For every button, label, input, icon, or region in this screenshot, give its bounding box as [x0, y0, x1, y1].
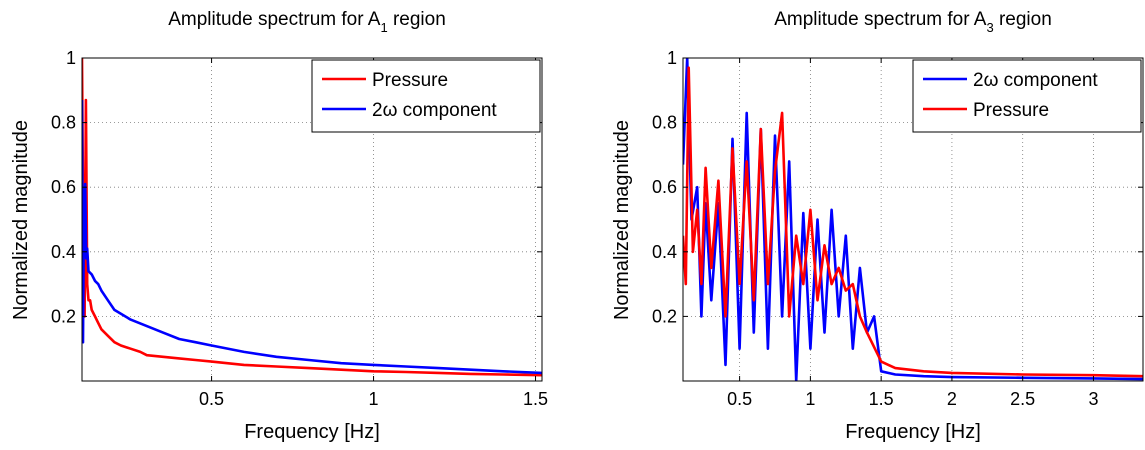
chart-a3-ticks: 0.5 1 1.5 2 2.5 3 0.2 0.4 0.6 0.8 1 [652, 48, 1143, 409]
chart-a1-ylabel: Normalized magnitude [10, 120, 32, 320]
chart-a3-ytick-label: 0.8 [652, 113, 677, 133]
chart-a1-ytick-label: 1 [66, 48, 76, 68]
chart-a1-ytick-label: 0.4 [51, 242, 76, 262]
chart-a3-legend-label: 2ω component [973, 70, 1098, 91]
chart-a3-xtick-label: 2 [947, 389, 957, 409]
chart-a1-legend-label: 2ω component [372, 100, 497, 121]
chart-a3-ytick-label: 1 [667, 48, 677, 68]
chart-a3-ytick-label: 0.6 [652, 177, 677, 197]
chart-a3-xtick-label: 2.5 [1010, 389, 1035, 409]
chart-a1-series-line [82, 99, 542, 375]
chart-a1-xlabel: Frequency [Hz] [244, 421, 380, 443]
chart-a3-ytick-label: 0.2 [652, 306, 677, 326]
chart-a3-xtick-label: 3 [1088, 389, 1098, 409]
chart-a1-legend-label: Pressure [372, 70, 448, 91]
chart-a1-xtick-label: 1 [369, 389, 379, 409]
chart-a1-xtick-label: 0.5 [199, 389, 224, 409]
chart-a1-xtick-label: 1.5 [523, 389, 548, 409]
chart-a3-legend-label: Pressure [973, 100, 1049, 121]
chart-a3-legend-box [912, 59, 1142, 133]
chart-a1-ticks: 0.5 1 1.5 0.2 0.4 0.6 0.8 1 [51, 48, 548, 409]
chart-a3-xlabel: Frequency [Hz] [845, 421, 981, 443]
chart-a3-series-line [683, 66, 1143, 378]
chart-a3-axes-frame [682, 57, 1144, 382]
chart-a3-xtick-label: 1.5 [869, 389, 894, 409]
chart-a3-title: Amplitude spectrum for A3 region [774, 9, 1052, 35]
chart-a3-series [683, 58, 1143, 381]
chart-a3-xtick-label: 1 [805, 389, 815, 409]
chart-a1-ytick-label: 0.2 [51, 306, 76, 326]
chart-a3-series-line [683, 58, 1143, 381]
chart-a3-ylabel: Normalized magnitude [611, 120, 633, 320]
chart-a3-xtick-label: 0.5 [727, 389, 752, 409]
chart-a1-axes-frame [81, 57, 543, 382]
chart-a1-legend: Pressure 2ω component [311, 59, 541, 133]
chart-a1-ytick-label: 0.6 [51, 177, 76, 197]
chart-a1-series-line [82, 58, 542, 377]
chart-a1-panel: Amplitude spectrum for A1 region 0.5 1 1.5… [10, 9, 548, 443]
chart-a1-title: Amplitude spectrum for A1 region [168, 9, 446, 35]
chart-a3-legend: 2ω component Pressure [912, 59, 1142, 133]
chart-a3-ytick-label: 0.4 [652, 242, 677, 262]
chart-a1-ytick-label: 0.8 [51, 113, 76, 133]
chart-a3-panel: Amplitude spectrum for A3 region 0.5 1 1.5… [611, 9, 1144, 443]
chart-a1-legend-box [311, 59, 541, 133]
